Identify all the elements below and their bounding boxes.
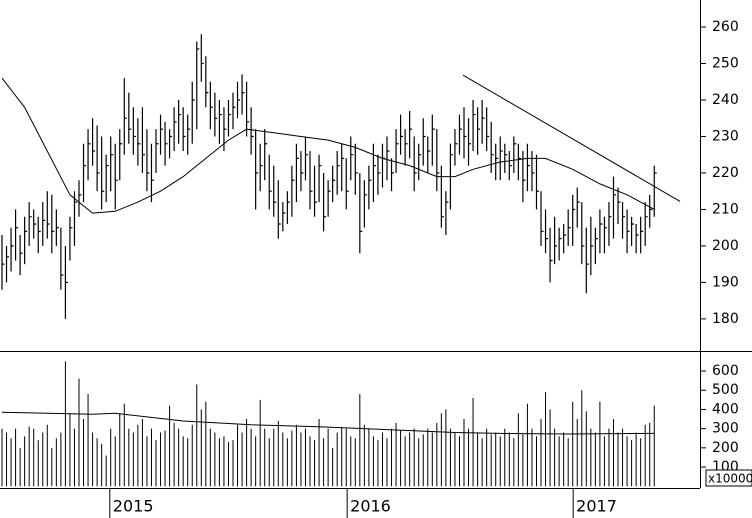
y-tick-label: 400	[712, 401, 739, 417]
moving-average	[1, 411, 655, 435]
unit-label: x10000	[708, 472, 752, 486]
x-tick-label: 2017	[576, 497, 617, 516]
y-tick-label: 180	[712, 311, 739, 327]
y-tick-label: 260	[712, 19, 739, 35]
y-tick-label: 200	[712, 238, 739, 254]
y-tick-label: 240	[712, 92, 739, 108]
trendline	[462, 74, 681, 202]
y-tick-label: 190	[712, 274, 739, 290]
y-tick-label: 250	[712, 55, 739, 71]
y-tick-label: 300	[712, 421, 739, 437]
y-tick-label: 500	[712, 382, 739, 398]
moving-average	[1, 77, 655, 214]
y-tick-label: 220	[712, 165, 739, 181]
y-tick-label: 230	[712, 128, 739, 144]
x-tick-label: 2016	[350, 497, 391, 516]
y-tick-label: 200	[712, 440, 739, 456]
x-tick-label: 2015	[113, 497, 154, 516]
y-tick-label: 210	[712, 201, 739, 217]
unit-box	[705, 469, 752, 487]
y-tick-label: 600	[712, 363, 739, 379]
